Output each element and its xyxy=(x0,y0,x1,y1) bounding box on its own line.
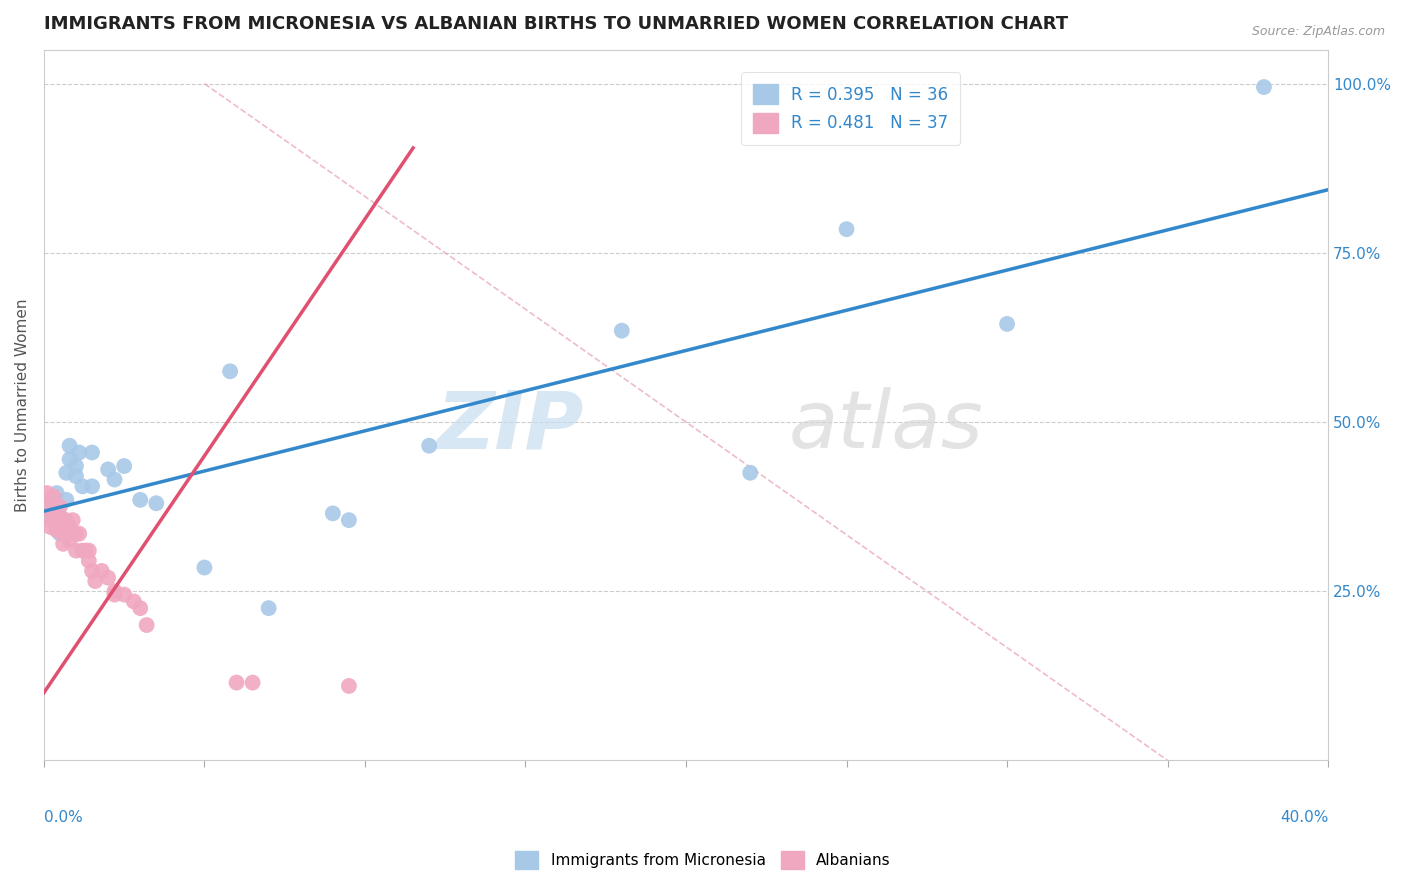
Point xyxy=(322,507,344,521)
Point xyxy=(129,601,152,615)
Point xyxy=(103,588,125,602)
Point xyxy=(67,445,90,459)
Point xyxy=(84,574,107,588)
Point xyxy=(55,526,77,541)
Point xyxy=(42,503,65,517)
Point xyxy=(39,509,62,524)
Point xyxy=(39,520,62,534)
Point xyxy=(65,526,87,541)
Point xyxy=(1253,80,1275,95)
Point xyxy=(39,513,62,527)
Point xyxy=(80,445,103,459)
Text: Source: ZipAtlas.com: Source: ZipAtlas.com xyxy=(1251,25,1385,38)
Point xyxy=(90,564,112,578)
Text: atlas: atlas xyxy=(789,387,984,466)
Point xyxy=(77,554,100,568)
Point xyxy=(55,492,77,507)
Point xyxy=(49,500,72,514)
Point xyxy=(80,564,103,578)
Point xyxy=(740,466,762,480)
Point xyxy=(135,618,157,632)
Point xyxy=(45,513,67,527)
Point xyxy=(55,513,77,527)
Point xyxy=(103,584,125,599)
Point xyxy=(337,513,360,527)
Point xyxy=(45,486,67,500)
Point xyxy=(77,543,100,558)
Point xyxy=(72,543,94,558)
Legend: Immigrants from Micronesia, Albanians: Immigrants from Micronesia, Albanians xyxy=(509,845,897,875)
Point xyxy=(65,543,87,558)
Point xyxy=(129,492,152,507)
Text: 0.0%: 0.0% xyxy=(44,810,83,825)
Point xyxy=(103,473,125,487)
Point xyxy=(418,439,440,453)
Point xyxy=(39,500,62,514)
Point xyxy=(35,500,58,514)
Point xyxy=(75,543,97,558)
Point xyxy=(225,675,247,690)
Y-axis label: Births to Unmarried Women: Births to Unmarried Women xyxy=(15,298,30,512)
Point xyxy=(52,520,75,534)
Point xyxy=(58,520,80,534)
Point xyxy=(145,496,167,510)
Point xyxy=(337,679,360,693)
Text: ZIP: ZIP xyxy=(436,387,583,466)
Point xyxy=(58,439,80,453)
Point xyxy=(835,222,858,236)
Point xyxy=(610,324,633,338)
Point xyxy=(995,317,1018,331)
Point xyxy=(219,364,242,378)
Point xyxy=(193,560,215,574)
Point xyxy=(65,469,87,483)
Point xyxy=(45,524,67,538)
Point xyxy=(42,509,65,524)
Point xyxy=(242,675,264,690)
Point xyxy=(72,479,94,493)
Point xyxy=(42,490,65,504)
Point xyxy=(49,509,72,524)
Point xyxy=(52,524,75,538)
Point xyxy=(65,458,87,473)
Point xyxy=(122,594,145,608)
Point xyxy=(35,492,58,507)
Legend: R = 0.395   N = 36, R = 0.481   N = 37: R = 0.395 N = 36, R = 0.481 N = 37 xyxy=(741,72,960,145)
Point xyxy=(45,509,67,524)
Point xyxy=(112,458,135,473)
Point xyxy=(62,513,84,527)
Point xyxy=(112,588,135,602)
Point xyxy=(49,526,72,541)
Point xyxy=(80,479,103,493)
Text: IMMIGRANTS FROM MICRONESIA VS ALBANIAN BIRTHS TO UNMARRIED WOMEN CORRELATION CHA: IMMIGRANTS FROM MICRONESIA VS ALBANIAN B… xyxy=(44,15,1069,33)
Point xyxy=(97,462,120,476)
Point xyxy=(52,537,75,551)
Point xyxy=(55,466,77,480)
Point xyxy=(257,601,280,615)
Point xyxy=(35,486,58,500)
Point xyxy=(58,452,80,467)
Point xyxy=(97,571,120,585)
Point xyxy=(58,533,80,548)
Point xyxy=(42,503,65,517)
Point xyxy=(49,513,72,527)
Point xyxy=(67,526,90,541)
Text: 40.0%: 40.0% xyxy=(1279,810,1329,825)
